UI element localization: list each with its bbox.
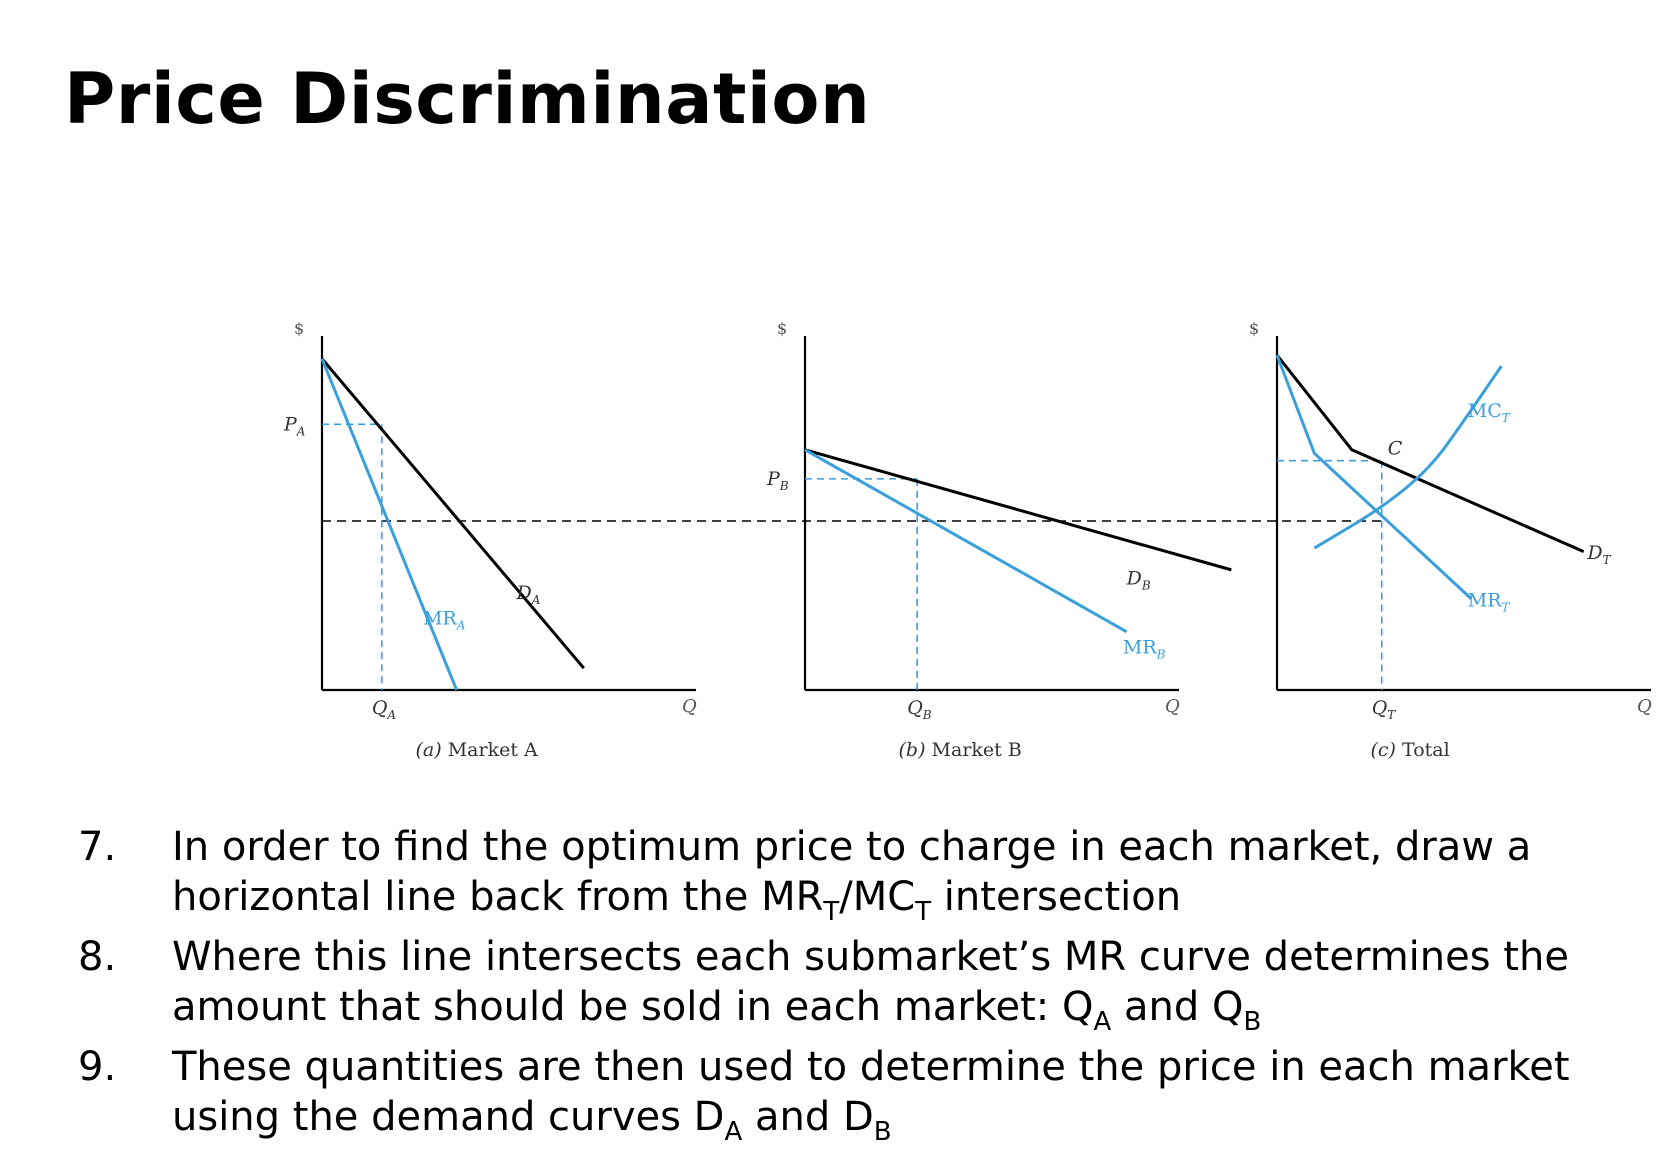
step-8: 8. Where this line intersects each subma… [78, 932, 1638, 1037]
step-number: 7. [78, 824, 117, 870]
series-mrt-label: MRT [1468, 589, 1511, 614]
quantity-label: QA [372, 697, 397, 722]
series-dt-line [1275, 354, 1585, 554]
series-mct-curve [1313, 365, 1503, 550]
series-db-line [804, 448, 1232, 572]
series-mrb-line [804, 448, 1128, 634]
page-title: Price Discrimination [64, 58, 871, 140]
y-axis-label: $ [777, 319, 787, 338]
x-axis-label: Q [1165, 696, 1180, 717]
panel-caption: (a) Market A [416, 739, 539, 761]
step-number: 9. [78, 1044, 117, 1090]
y-axis-label: $ [294, 319, 304, 338]
series-da-label: DA [515, 582, 540, 607]
step-text: Where this line intersects each submarke… [172, 934, 1569, 1037]
step-9: 9. These quantities are then used to det… [78, 1042, 1638, 1147]
panel-total: $ Q DT MRT MCT C QT (c) Total [1249, 319, 1652, 761]
price-discrimination-figure: $ Q DA MRA PA QA (a) Market A $ Q DB MRB PB QB (b) M… [283, 319, 1652, 761]
step-text: In order to find the optimum price to ch… [172, 824, 1532, 927]
series-da-line [320, 357, 585, 670]
series-mrt-line [1275, 354, 1473, 601]
price-label: PB [766, 468, 789, 493]
x-axis-label: Q [1637, 696, 1652, 717]
series-mra-label: MRA [423, 607, 466, 632]
series-dt-label: DT [1586, 542, 1611, 567]
y-axis-label: $ [1249, 319, 1259, 338]
panel-market-b: $ Q DB MRB PB QB (b) Market B [766, 319, 1232, 761]
series-mra-line [320, 358, 459, 691]
step-7: 7. In order to find the optimum price to… [78, 822, 1638, 927]
step-text: These quantities are then used to determ… [172, 1044, 1570, 1147]
series-db-label: DB [1126, 567, 1151, 592]
point-c-label: C [1388, 438, 1403, 460]
price-label: PA [283, 413, 306, 438]
x-axis-label: Q [682, 696, 697, 717]
steps-list: 7. In order to find the optimum price to… [78, 822, 1638, 1152]
panel-market-a: $ Q DA MRA PA QA (a) Market A [283, 319, 697, 761]
quantity-label: QT [1372, 697, 1397, 722]
panel-caption: (b) Market B [899, 739, 1022, 761]
series-mct-label: MCT [1468, 400, 1511, 425]
quantity-label: QB [907, 697, 932, 722]
series-mrb-label: MRB [1123, 637, 1166, 662]
panel-caption: (c) Total [1371, 739, 1450, 761]
step-number: 8. [78, 934, 117, 980]
